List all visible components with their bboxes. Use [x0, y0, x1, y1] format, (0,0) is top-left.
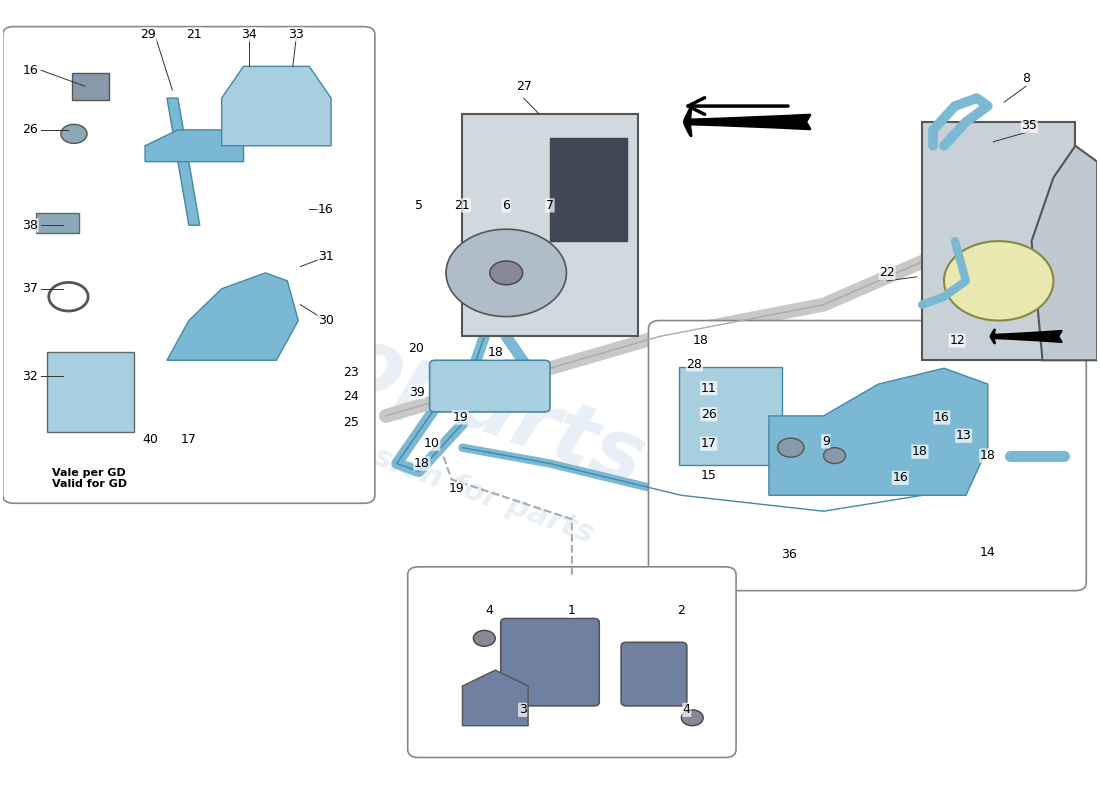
FancyBboxPatch shape — [679, 366, 782, 465]
Text: 21: 21 — [186, 28, 202, 41]
Text: 30: 30 — [318, 314, 333, 327]
Text: 6: 6 — [503, 199, 510, 212]
Circle shape — [60, 124, 87, 143]
Text: 10: 10 — [424, 437, 440, 450]
Text: 22: 22 — [879, 266, 895, 279]
FancyBboxPatch shape — [72, 73, 109, 100]
FancyBboxPatch shape — [649, 321, 1087, 590]
Text: 15: 15 — [701, 469, 716, 482]
Text: 18: 18 — [414, 457, 430, 470]
FancyBboxPatch shape — [922, 122, 1076, 360]
Polygon shape — [1032, 146, 1097, 360]
Text: 4: 4 — [486, 604, 494, 617]
Text: 12: 12 — [949, 334, 965, 347]
Text: 3: 3 — [519, 703, 527, 716]
Polygon shape — [769, 368, 988, 495]
Text: 11: 11 — [701, 382, 716, 394]
Text: 16: 16 — [318, 203, 333, 216]
Text: 25: 25 — [343, 416, 359, 429]
Text: 26: 26 — [22, 123, 38, 136]
FancyBboxPatch shape — [408, 567, 736, 758]
FancyBboxPatch shape — [550, 138, 627, 241]
Circle shape — [490, 261, 522, 285]
FancyBboxPatch shape — [621, 642, 686, 706]
Text: 29: 29 — [141, 28, 156, 41]
Text: 4: 4 — [683, 703, 691, 716]
FancyBboxPatch shape — [3, 26, 375, 503]
Text: a passion for parts: a passion for parts — [284, 410, 597, 549]
Circle shape — [778, 438, 804, 457]
Text: 2: 2 — [678, 604, 685, 617]
Text: 19: 19 — [449, 482, 465, 495]
Text: 17: 17 — [701, 437, 716, 450]
Text: 26: 26 — [701, 408, 716, 421]
Text: 39: 39 — [408, 386, 425, 398]
Text: 8: 8 — [1022, 72, 1030, 85]
Text: 40: 40 — [143, 434, 158, 446]
FancyBboxPatch shape — [430, 360, 550, 412]
FancyBboxPatch shape — [46, 352, 134, 432]
Text: 16: 16 — [22, 64, 38, 77]
Text: 21: 21 — [454, 199, 471, 212]
Circle shape — [824, 448, 846, 463]
Text: 33: 33 — [288, 28, 304, 41]
Polygon shape — [222, 66, 331, 146]
Polygon shape — [145, 130, 243, 162]
Text: 27: 27 — [516, 80, 531, 93]
Text: 9: 9 — [822, 435, 829, 448]
Text: 38: 38 — [22, 218, 38, 232]
Circle shape — [446, 229, 566, 317]
Text: 23: 23 — [343, 366, 359, 378]
Text: 37: 37 — [22, 282, 38, 295]
Circle shape — [473, 630, 495, 646]
Text: 7: 7 — [546, 199, 554, 212]
Text: 18: 18 — [693, 334, 710, 347]
Text: 31: 31 — [318, 250, 333, 263]
Text: 28: 28 — [686, 358, 703, 370]
Text: Vale per GD
Valid for GD: Vale per GD Valid for GD — [52, 467, 128, 489]
Text: 16: 16 — [934, 411, 949, 424]
Circle shape — [944, 241, 1054, 321]
FancyBboxPatch shape — [35, 214, 79, 233]
Text: 18: 18 — [980, 449, 996, 462]
Polygon shape — [167, 273, 298, 360]
Text: 35: 35 — [1022, 119, 1037, 133]
Polygon shape — [167, 98, 200, 226]
Text: 16: 16 — [892, 471, 909, 484]
Text: 36: 36 — [781, 549, 796, 562]
Text: 1: 1 — [568, 604, 575, 617]
Text: europarts: europarts — [180, 264, 657, 505]
FancyBboxPatch shape — [462, 114, 638, 337]
Text: 17: 17 — [180, 434, 197, 446]
Circle shape — [681, 710, 703, 726]
Text: 34: 34 — [241, 28, 257, 41]
Polygon shape — [462, 670, 528, 726]
Text: 5: 5 — [415, 199, 422, 212]
Text: 18: 18 — [912, 445, 928, 458]
Text: 14: 14 — [980, 546, 996, 559]
Text: 32: 32 — [22, 370, 38, 382]
Text: 20: 20 — [408, 342, 425, 355]
Text: 24: 24 — [343, 390, 359, 402]
Text: 19: 19 — [452, 411, 469, 424]
Text: 18: 18 — [487, 346, 503, 359]
Text: 13: 13 — [956, 430, 971, 442]
FancyBboxPatch shape — [500, 618, 600, 706]
